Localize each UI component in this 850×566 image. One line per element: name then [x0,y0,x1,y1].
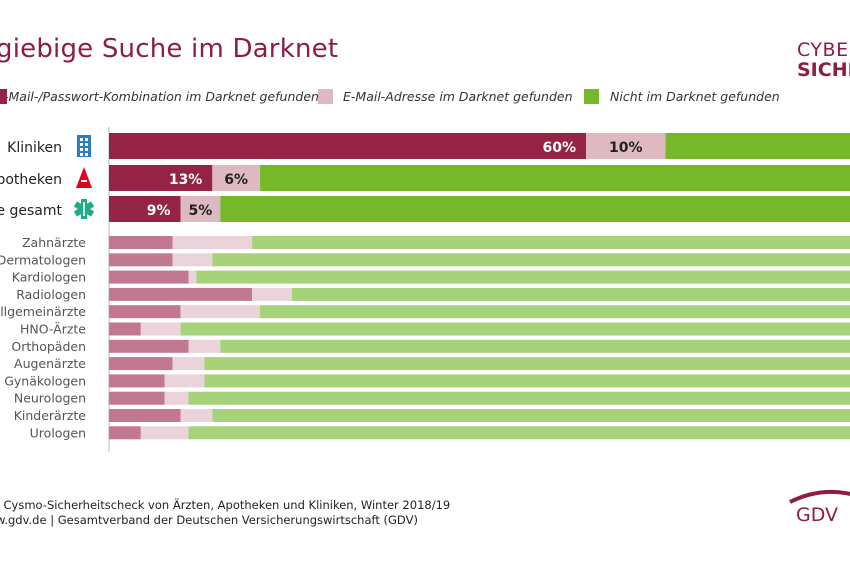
hospital-window [85,153,88,156]
source-note: : Cysmo-Sicherheitscheck von Ärzten, Apo… [0,498,451,512]
bar-Kardiologen-segment-3 [196,270,850,284]
data-label-e gesamt-2: 5% [189,203,213,219]
legend-swatch-email [318,89,333,104]
bar-potheken-segment-3 [260,165,850,191]
category-label-llgemeinärzte: llgemeinärzte [0,304,86,319]
cyber-sicher-logo: CYBER SICHER [797,40,850,80]
publisher-note: w.gdv.de | Gesamtverband der Deutschen V… [0,513,418,527]
bar-Orthopäden-segment-2 [188,339,221,353]
category-label-Kardiologen: Kardiologen [12,270,86,285]
bar-Augenärzte-segment-2 [172,357,205,371]
category-label-Neurologen: Neurologen [14,391,86,406]
bar-Dermatologen-segment-2 [172,253,213,267]
brand-line-1: CYBER [797,39,850,61]
bar-Kinderärzte-segment-2 [180,409,213,422]
bar-Orthopäden-segment-3 [220,339,850,353]
group-label-e gesamt: e gesamt [0,203,62,219]
bar-llgemeinärzte-segment-2 [180,305,261,319]
category-label-Orthopäden: Orthopäden [11,339,86,354]
bar-Dermatologen-segment-3 [212,253,850,267]
category-label-Gynäkologen: Gynäkologen [4,373,86,388]
bar-Neurologen-segment-2 [164,391,189,405]
bar-Neurologen-segment-3 [188,391,850,405]
category-label-Dermatologen: Dermatologen [0,252,86,267]
bar-Orthopäden-segment-1 [109,339,189,353]
legend-label-email: E-Mail-Adresse im Darknet gefunden [343,89,573,104]
chart-title: giebige Suche im Darknet [0,34,339,64]
bar-Augenärzte-segment-3 [204,357,850,371]
category-label-Kinderärzte: Kinderärzte [14,408,87,423]
bar-llgemeinärzte-segment-3 [260,305,850,319]
category-label-Zahnärzte: Zahnärzte [22,235,86,250]
category-label-Urologen: Urologen [30,425,86,440]
bar-llgemeinärzte-segment-1 [109,305,181,319]
data-label-e gesamt-1: 9% [147,203,171,219]
bar-Radiologen-segment-3 [291,287,850,301]
bar-Kliniken-segment-2 [586,133,666,159]
bar-potheken-segment-1 [109,165,213,191]
data-label-potheken-2: 6% [224,172,248,188]
hospital-window [85,143,88,146]
group-label-Kliniken: Kliniken [7,140,62,156]
hospital-window [80,138,83,141]
legend-swatch-password [0,89,7,104]
legend-label-password: -Mail-/Passwort-Kombination im Darknet g… [4,89,319,104]
bar-Dermatologen-segment-1 [109,253,173,267]
bar-HNO-Ärzte-segment-2 [140,322,181,336]
bar-Radiologen-segment-2 [252,287,292,301]
bar-Gynäkologen-segment-3 [204,374,850,388]
hospital-window [80,153,83,156]
hospital-window [85,138,88,141]
hospital-window [80,143,83,146]
bar-Gynäkologen-segment-2 [164,374,205,388]
bar-e gesamt-segment-2 [180,196,221,222]
data-label-Kliniken-2: 10% [609,140,643,156]
group-label-potheken: potheken [0,172,62,188]
bar-Kliniken-segment-3 [665,133,850,159]
category-label-HNO-Ärzte: HNO-Ärzte [20,322,86,337]
bar-HNO-Ärzte-segment-1 [109,322,141,336]
bar-e gesamt-segment-1 [109,196,181,222]
hospital-window [85,148,88,151]
bar-Zahnärzte-segment-2 [172,236,253,249]
bar-Kardiologen-segment-1 [109,270,189,284]
bar-Augenärzte-segment-1 [109,357,173,371]
category-label-Radiologen: Radiologen [16,287,86,302]
bar-Kardiologen-segment-2 [188,270,197,284]
bar-Kliniken-segment-1 [109,133,586,159]
bar-Neurologen-segment-1 [109,391,165,405]
brand-line-2: SICHER [797,59,850,81]
bar-Kinderärzte-segment-3 [212,409,850,422]
data-label-potheken-1: 13% [169,172,203,188]
pharmacy-icon [76,167,92,188]
bar-Urologen-segment-3 [188,426,850,440]
category-label-Augenärzte: Augenärzte [14,356,86,371]
bar-Gynäkologen-segment-1 [109,374,165,388]
legend-swatch-not-found [584,89,599,104]
bar-Zahnärzte-segment-3 [252,236,850,249]
bar-Zahnärzte-segment-1 [109,236,173,249]
bar-Kinderärzte-segment-1 [109,409,181,422]
hospital-icon [77,135,91,157]
bar-Urologen-segment-2 [140,426,189,440]
gdv-logo: GDV [789,489,850,526]
gdv-logo-text: GDV [796,504,838,526]
bar-HNO-Ärzte-segment-3 [180,322,850,336]
bar-potheken-segment-2 [212,165,261,191]
bar-Radiologen-segment-1 [109,287,253,301]
data-label-Kliniken-1: 60% [542,140,576,156]
bar-Urologen-segment-1 [109,426,141,440]
gdv-swoosh [789,489,850,504]
hospital-window [80,148,83,151]
bar-e gesamt-segment-3 [220,196,850,222]
legend-label-not-found: Nicht im Darknet gefunden [610,89,780,104]
